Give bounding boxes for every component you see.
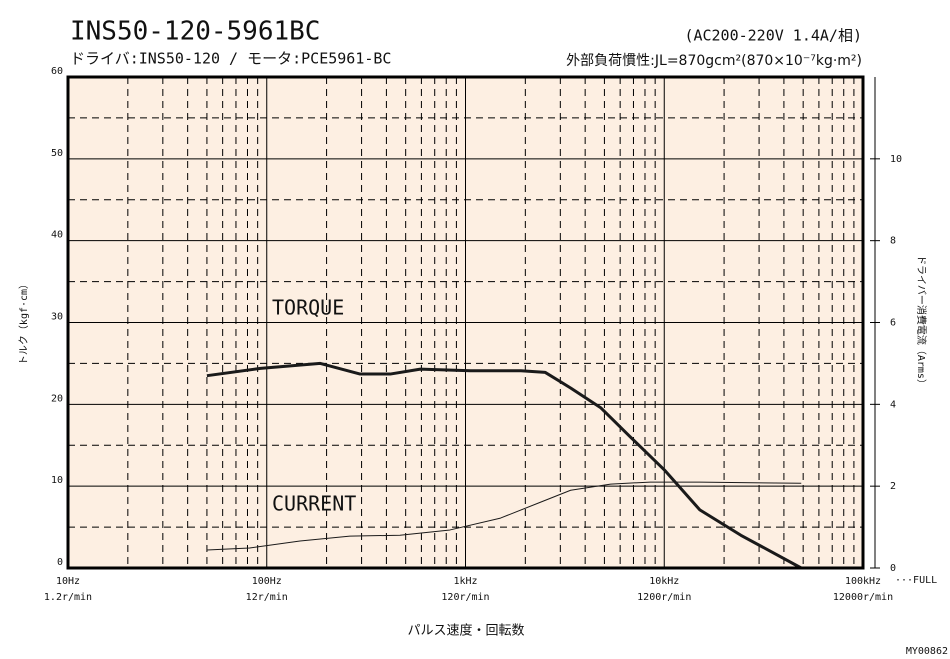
- y-tick-label: 20: [51, 393, 63, 404]
- y2-tick-label: 10: [890, 154, 902, 165]
- y2-tick-label: 2: [890, 481, 896, 492]
- y-tick-label: 40: [51, 230, 63, 241]
- grid: [67, 76, 864, 569]
- y-tick-label: 10: [51, 475, 63, 486]
- y-axis-label: トルク（kgf·cm）: [18, 279, 30, 365]
- series-label: CURRENT: [272, 492, 356, 516]
- x-tick-label: 1kHz: [453, 576, 477, 587]
- y-tick-label: 30: [51, 312, 63, 323]
- series-label: TORQUE: [272, 296, 344, 320]
- x-tick-sublabel: 1200r/min: [637, 592, 691, 603]
- x-note: ···FULL: [895, 575, 937, 586]
- series-line: [206, 361, 802, 570]
- y2-tick-label: 6: [890, 318, 896, 329]
- series-line: [206, 481, 802, 551]
- x-tick-sublabel: 12r/min: [246, 592, 288, 603]
- x-axis-label: パルス速度・回転数: [407, 623, 524, 639]
- y-tick-label: 50: [51, 148, 63, 159]
- inertia: 外部負荷慣性:JL=870gcm²(870×10⁻⁷kg·m²): [566, 52, 862, 69]
- y-tick-label: 60: [51, 66, 63, 77]
- marks: [206, 361, 802, 570]
- x-tick-label: 10kHz: [649, 576, 679, 587]
- y-tick-label: 0: [57, 557, 63, 568]
- x-tick-label: 10Hz: [56, 576, 80, 587]
- plot-frame: [66, 75, 865, 570]
- x-tick-label: 100Hz: [252, 576, 282, 587]
- spec: (AC200-220V 1.4A/相): [684, 27, 862, 45]
- x-tick-label: 100kHz: [845, 576, 881, 587]
- y2-axis-label: ドライバー消費電流（Arms）: [915, 255, 928, 389]
- code: MY00862: [906, 646, 948, 657]
- subtitle: ドライバ:INS50-120 / モータ:PCE5961-BC: [70, 50, 391, 68]
- x-tick-sublabel: 120r/min: [441, 592, 489, 603]
- y2-tick-label: 8: [890, 236, 896, 247]
- x-tick-sublabel: 1.2r/min: [44, 592, 92, 603]
- y2-tick-label: 4: [890, 399, 896, 410]
- y2-tick-label: 0: [890, 563, 896, 574]
- x-tick-sublabel: 12000r/min: [833, 592, 893, 603]
- chart-title: INS50-120-5961BC: [70, 17, 320, 47]
